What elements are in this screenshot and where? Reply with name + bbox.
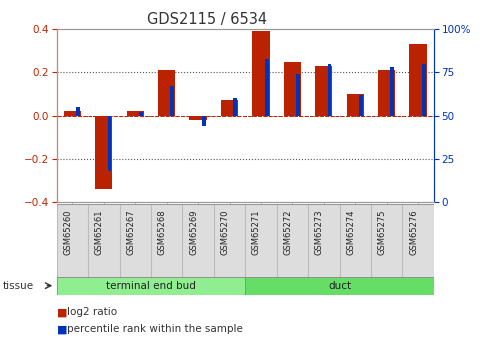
Bar bbox=[127, 111, 144, 116]
Text: GSM65276: GSM65276 bbox=[409, 209, 418, 255]
Text: GSM65267: GSM65267 bbox=[126, 209, 135, 255]
Text: GSM65274: GSM65274 bbox=[346, 209, 355, 255]
Bar bbox=[202, 116, 206, 126]
Bar bbox=[347, 94, 364, 116]
Text: duct: duct bbox=[328, 281, 351, 291]
Text: log2 ratio: log2 ratio bbox=[67, 307, 117, 317]
Bar bbox=[296, 74, 300, 116]
Text: GSM65260: GSM65260 bbox=[64, 209, 72, 255]
Text: GSM65261: GSM65261 bbox=[95, 209, 104, 255]
Bar bbox=[315, 66, 332, 116]
Text: GDS2115 / 6534: GDS2115 / 6534 bbox=[147, 12, 267, 27]
Text: GSM65270: GSM65270 bbox=[220, 209, 230, 255]
Bar bbox=[378, 70, 395, 116]
Bar bbox=[422, 64, 425, 116]
Bar bbox=[390, 67, 394, 116]
Bar bbox=[189, 116, 207, 120]
Text: percentile rank within the sample: percentile rank within the sample bbox=[67, 325, 243, 334]
Text: GSM65273: GSM65273 bbox=[315, 209, 324, 255]
Text: ■: ■ bbox=[57, 307, 67, 317]
Text: tissue: tissue bbox=[2, 281, 34, 290]
Text: ■: ■ bbox=[57, 325, 67, 334]
Bar bbox=[221, 100, 238, 116]
Bar bbox=[233, 98, 237, 116]
Bar bbox=[328, 64, 331, 116]
Text: GSM65275: GSM65275 bbox=[378, 209, 387, 255]
Bar bbox=[158, 70, 176, 116]
Bar bbox=[252, 31, 270, 116]
Bar bbox=[284, 62, 301, 116]
Bar bbox=[245, 277, 434, 295]
Text: GSM65269: GSM65269 bbox=[189, 209, 198, 255]
Bar bbox=[265, 59, 269, 116]
Bar bbox=[107, 116, 111, 171]
Bar bbox=[171, 86, 174, 116]
Bar bbox=[76, 107, 80, 116]
Bar bbox=[410, 45, 427, 116]
Bar bbox=[95, 116, 112, 189]
Bar bbox=[139, 112, 143, 116]
Text: GSM65272: GSM65272 bbox=[283, 209, 292, 255]
Text: GSM65271: GSM65271 bbox=[252, 209, 261, 255]
Text: GSM65268: GSM65268 bbox=[158, 209, 167, 255]
Bar bbox=[64, 111, 81, 116]
Bar bbox=[57, 277, 245, 295]
Bar bbox=[359, 95, 363, 116]
Text: terminal end bud: terminal end bud bbox=[106, 281, 196, 291]
